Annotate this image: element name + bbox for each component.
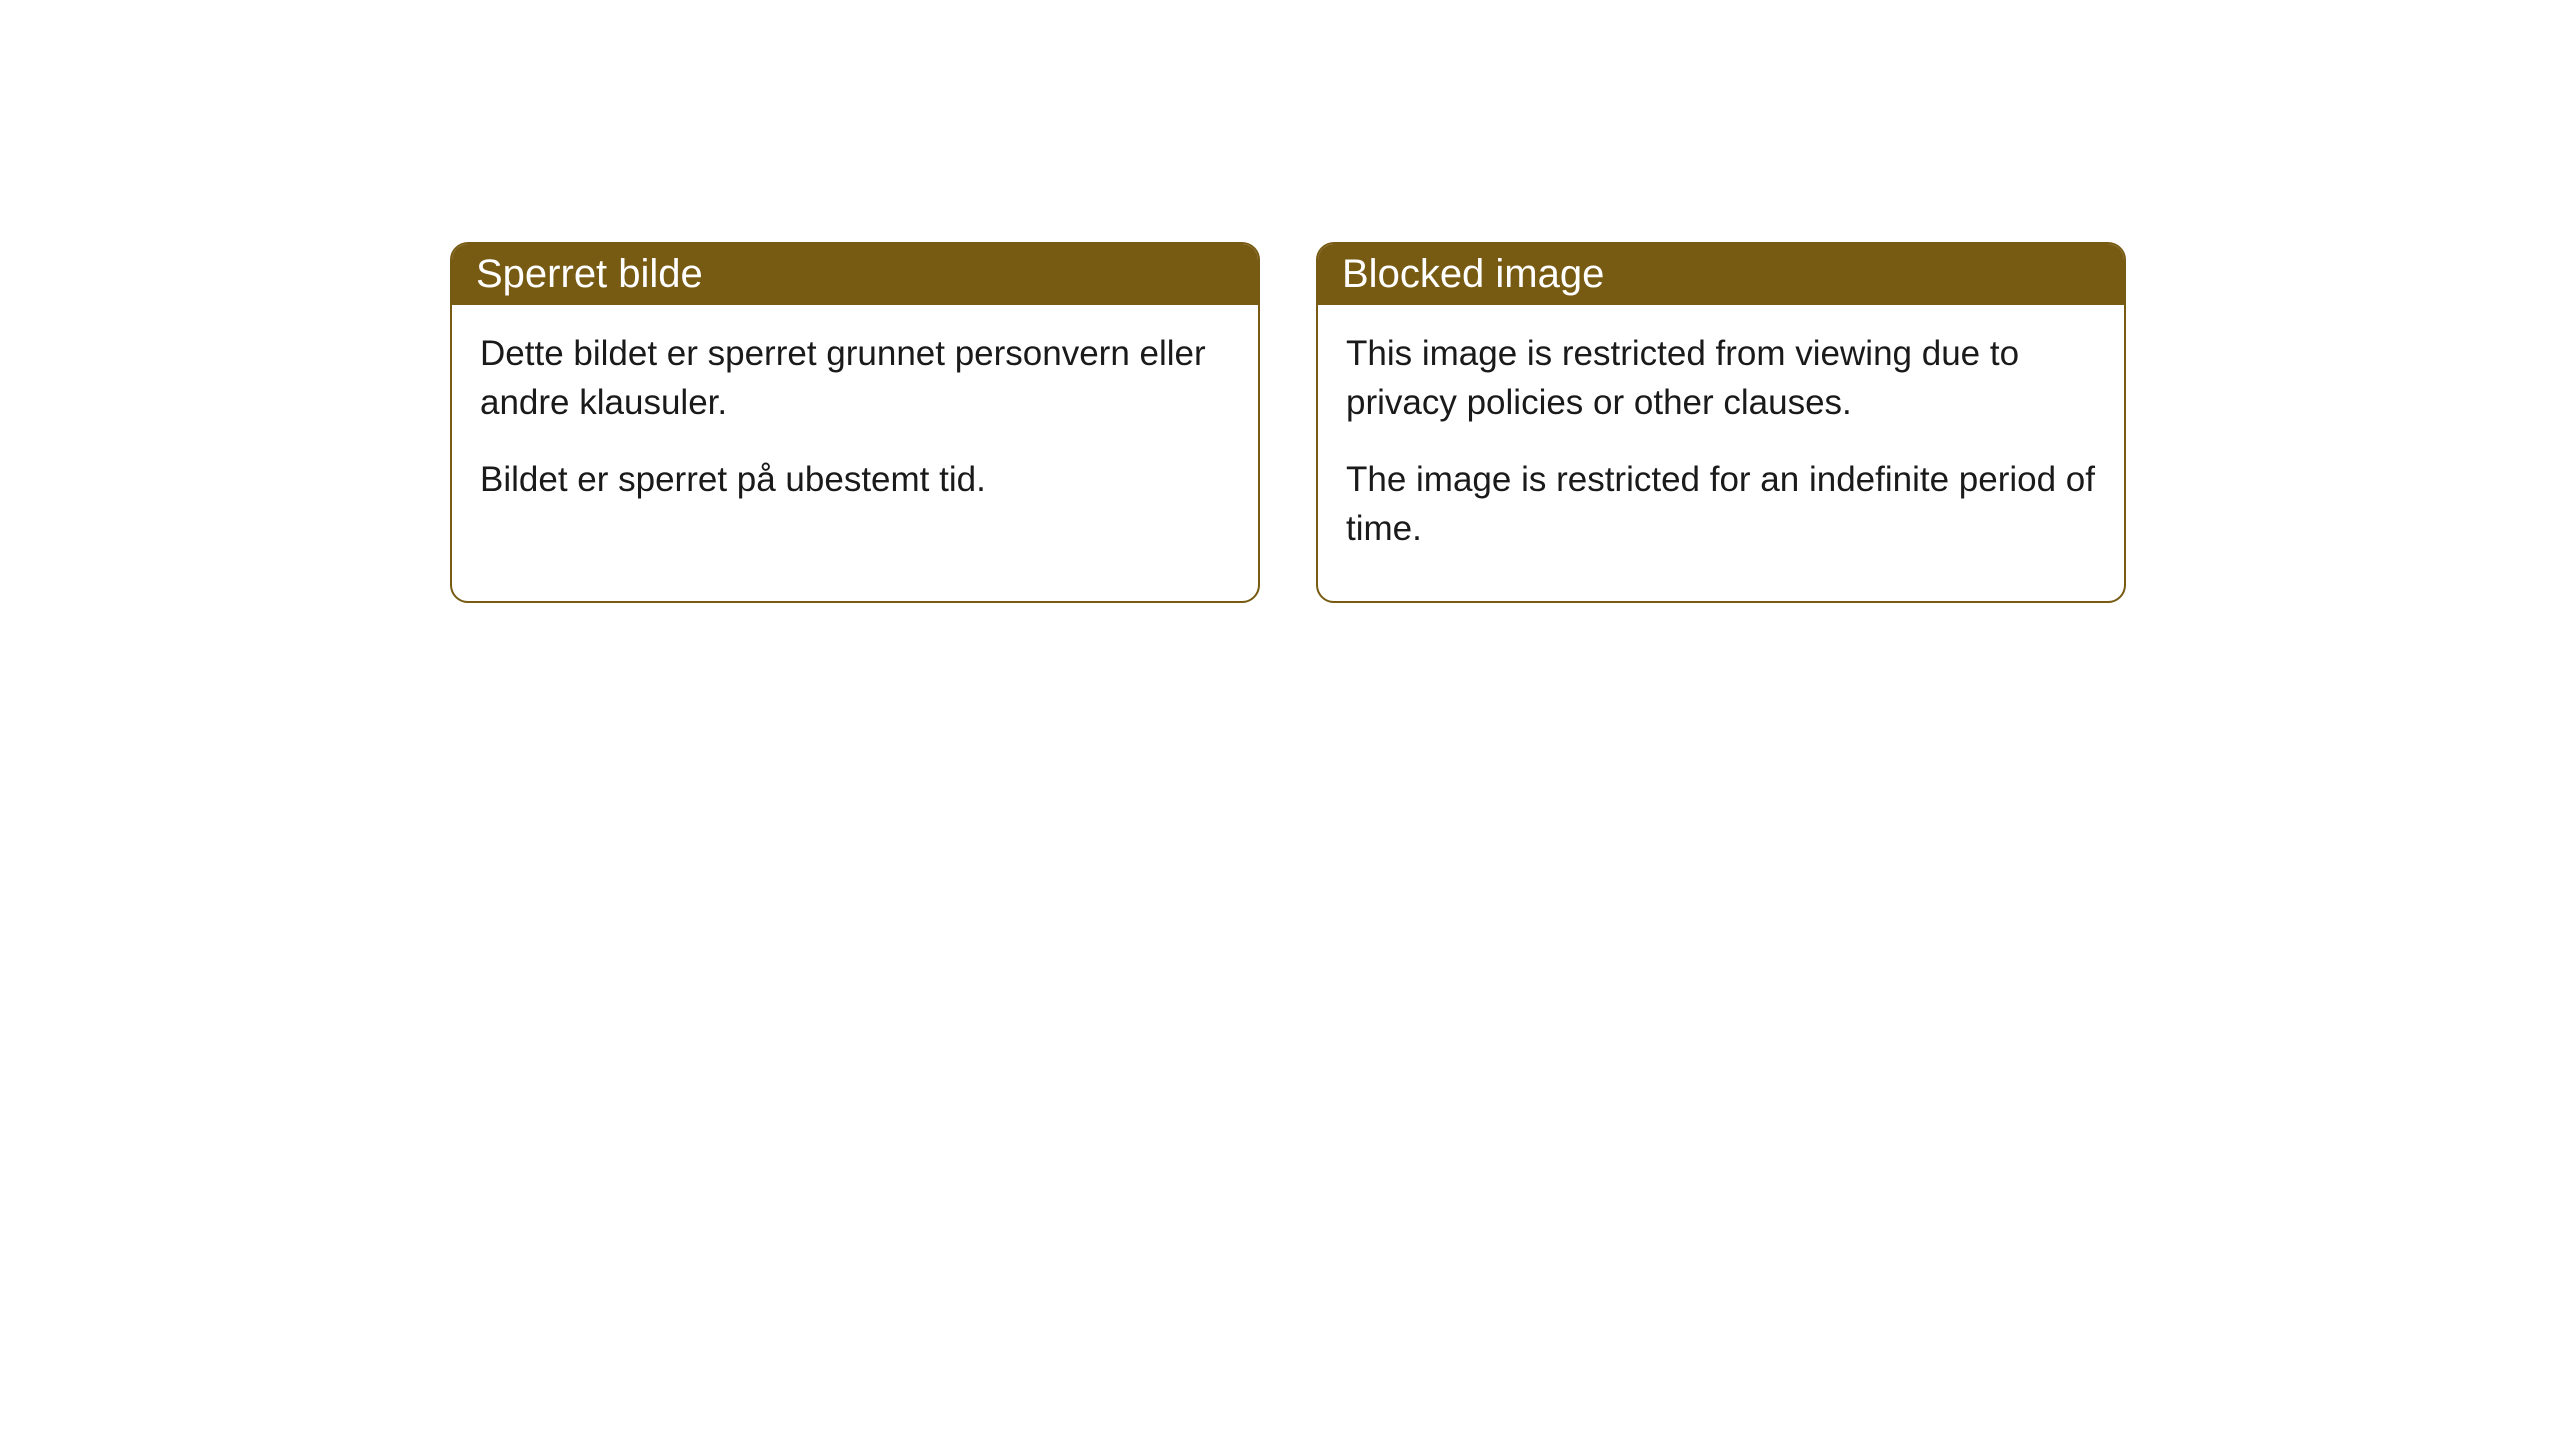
card-body-norwegian: Dette bildet er sperret grunnet personve… — [452, 305, 1258, 552]
card-paragraph-norwegian-1: Dette bildet er sperret grunnet personve… — [480, 329, 1230, 427]
card-title-norwegian: Sperret bilde — [476, 252, 703, 296]
notice-container: Sperret bilde Dette bildet er sperret gr… — [0, 0, 2560, 603]
card-header-english: Blocked image — [1318, 244, 2124, 305]
card-body-english: This image is restricted from viewing du… — [1318, 305, 2124, 601]
card-paragraph-english-1: This image is restricted from viewing du… — [1346, 329, 2096, 427]
notice-card-english: Blocked image This image is restricted f… — [1316, 242, 2126, 603]
card-paragraph-english-2: The image is restricted for an indefinit… — [1346, 455, 2096, 553]
card-paragraph-norwegian-2: Bildet er sperret på ubestemt tid. — [480, 455, 1230, 504]
notice-card-norwegian: Sperret bilde Dette bildet er sperret gr… — [450, 242, 1260, 603]
card-title-english: Blocked image — [1342, 252, 1604, 296]
card-header-norwegian: Sperret bilde — [452, 244, 1258, 305]
